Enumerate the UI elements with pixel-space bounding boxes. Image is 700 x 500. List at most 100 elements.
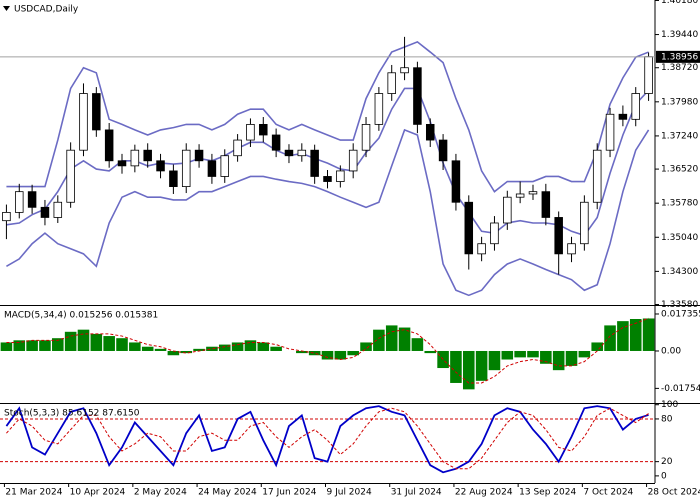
- candle-body: [220, 155, 230, 177]
- last-price-box: [656, 50, 700, 63]
- macd-bar: [540, 350, 552, 364]
- candle-body: [156, 160, 165, 172]
- macd-bar: [360, 342, 372, 351]
- candle-body: [15, 191, 24, 213]
- x-tick-label: 2 May 2024: [134, 488, 187, 498]
- candle-body: [297, 149, 307, 157]
- candle-body: [361, 123, 371, 151]
- macd-bar: [462, 350, 475, 390]
- bollinger-lower: [6, 128, 650, 297]
- macd-bar: [373, 329, 385, 351]
- x-tick-label: 21 Mar 2024: [5, 488, 62, 498]
- candle-body: [336, 170, 345, 182]
- macd-bar: [321, 350, 334, 360]
- macd-bar: [167, 350, 180, 356]
- x-tick-label: 13 Sep 2024: [519, 488, 576, 498]
- y-tick-label: 1.36520: [661, 165, 698, 175]
- x-tick-label: 24 May 2024: [198, 488, 257, 498]
- candle-body: [413, 67, 422, 125]
- x-tick-label: 28 Oct 2024: [648, 488, 700, 498]
- candle-body: [271, 134, 281, 151]
- candle-body: [53, 201, 63, 218]
- macd-bar: [206, 346, 218, 351]
- y-tick-label: 1.40180: [661, 0, 698, 6]
- candle-body: [605, 113, 615, 151]
- candle-body: [92, 93, 101, 131]
- candle-body: [233, 139, 242, 157]
- last-price-label: 1.38956: [661, 52, 698, 62]
- candle-body: [79, 93, 88, 151]
- candle-body: [130, 149, 140, 167]
- candle-body: [374, 93, 384, 125]
- macd-bar: [13, 340, 26, 351]
- macd-bar: [334, 350, 347, 360]
- macd-bar: [116, 338, 128, 351]
- panel-title: USDCAD,Daily: [14, 5, 79, 15]
- candle-body: [503, 196, 512, 224]
- macd-bar: [591, 342, 603, 351]
- macd-bar: [475, 350, 488, 381]
- macd-bar: [52, 338, 64, 351]
- y-tick-label: 1.37240: [661, 131, 698, 141]
- candle-body: [644, 56, 653, 94]
- stoch-line: [5, 405, 649, 474]
- macd-bar: [257, 342, 270, 351]
- macd-bar: [64, 331, 77, 351]
- candle-body: [259, 123, 268, 136]
- y-tick-label: 1.35040: [661, 233, 698, 243]
- macd-bar: [231, 342, 244, 351]
- macd-bar: [385, 325, 398, 351]
- candle-body: [618, 113, 628, 120]
- macd-bar: [193, 348, 205, 351]
- macd-bar: [141, 346, 154, 351]
- candle-body: [425, 123, 435, 141]
- candle-body: [438, 139, 448, 162]
- candle-body: [477, 243, 486, 255]
- candle-body: [169, 170, 178, 187]
- bollinger-middle: [6, 87, 650, 237]
- candle-body: [40, 206, 50, 218]
- y-tick-label: 1.38720: [661, 63, 698, 73]
- macd-bar: [103, 336, 115, 351]
- macd-bar: [642, 318, 655, 351]
- candle-body: [284, 149, 294, 157]
- macd-bar: [578, 350, 591, 358]
- candle-body: [27, 191, 37, 208]
- macd-bar: [514, 350, 526, 358]
- candle-body: [104, 129, 114, 162]
- panel-title: Stoch(5,3,3) 85.6152 87.6150: [4, 409, 140, 419]
- macd-bar: [90, 333, 103, 351]
- macd-bar: [39, 340, 51, 351]
- y-tick-label: 100: [661, 400, 678, 410]
- candle-body: [400, 67, 409, 74]
- candle-body: [2, 211, 11, 222]
- macd-bar: [617, 321, 629, 351]
- macd-bar: [0, 342, 13, 351]
- y-tick-label: 1.39440: [661, 30, 698, 40]
- y-tick-label: 0: [661, 471, 667, 481]
- candle-body: [181, 149, 191, 187]
- y-tick-label: -0.017542: [661, 384, 700, 394]
- candle-body: [143, 149, 152, 162]
- candle-body: [490, 222, 499, 245]
- y-tick-label: 1.37980: [661, 97, 698, 107]
- candle-body: [246, 123, 255, 141]
- macd-bar: [180, 350, 193, 354]
- candle-body: [515, 193, 525, 198]
- y-tick-label: 0.00: [661, 346, 681, 356]
- macd-bar: [218, 344, 231, 351]
- candle-body: [541, 191, 551, 218]
- x-tick-label: 9 Jul 2024: [327, 488, 372, 498]
- y-tick-label: 1.33580: [661, 300, 698, 310]
- candle-body: [567, 243, 576, 255]
- macd-bar: [488, 350, 501, 371]
- candle-body: [528, 191, 538, 195]
- candle-body: [580, 201, 589, 245]
- candle-body: [310, 149, 319, 177]
- bollinger-upper: [6, 41, 649, 193]
- y-tick-label: 80: [661, 414, 673, 424]
- macd-bar: [411, 338, 424, 351]
